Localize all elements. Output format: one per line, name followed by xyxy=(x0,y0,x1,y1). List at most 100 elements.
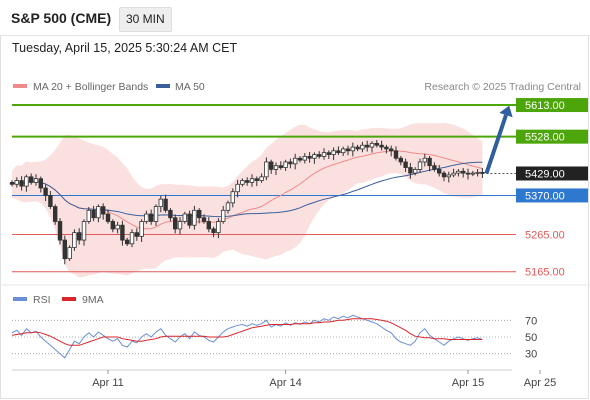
candle-body xyxy=(451,172,456,176)
projection-arrow xyxy=(484,105,513,175)
candle xyxy=(422,153,427,167)
candle-body xyxy=(196,209,202,219)
candle xyxy=(283,159,288,171)
candle-body xyxy=(105,213,111,222)
candle xyxy=(192,205,197,230)
candle-body xyxy=(211,228,216,234)
level-tag-5370-00 xyxy=(516,188,588,203)
candle xyxy=(101,203,106,220)
candle xyxy=(249,174,255,187)
candle-body xyxy=(110,221,115,230)
candle xyxy=(153,204,159,226)
candle-body xyxy=(283,161,288,168)
arrow-shaft xyxy=(484,114,508,175)
candle xyxy=(403,158,408,173)
candle xyxy=(86,206,91,224)
candle-body xyxy=(292,157,298,165)
candle xyxy=(139,219,144,242)
candle xyxy=(456,169,461,177)
candle-body xyxy=(220,209,226,222)
candle-body xyxy=(393,150,399,159)
candle-body xyxy=(14,180,19,185)
candle-body xyxy=(422,157,427,163)
candle-body xyxy=(475,171,480,174)
candle xyxy=(91,205,96,222)
timestamp-label: Tuesday, April 15, 2025 5:30:24 AM CET xyxy=(12,41,238,55)
moving-averages xyxy=(11,150,483,230)
candle-body xyxy=(182,213,187,222)
level-label-5613-00: 5613.00 xyxy=(525,100,565,112)
candle-body xyxy=(235,183,240,193)
candle xyxy=(96,204,101,223)
candle-body xyxy=(177,221,183,230)
candle xyxy=(72,229,77,251)
x-label-Apr-15: Apr 15 xyxy=(452,377,484,389)
candle xyxy=(220,205,226,224)
candle-body xyxy=(77,232,82,241)
rsi-ma-line xyxy=(11,318,483,346)
candle xyxy=(470,170,475,177)
candle-body xyxy=(38,178,43,189)
candle-body xyxy=(345,148,351,152)
candle-body xyxy=(254,178,259,181)
level-label-5265-00: 5265.00 xyxy=(525,230,565,242)
candle xyxy=(43,184,48,202)
candle-body xyxy=(436,168,442,174)
candle-body xyxy=(86,209,91,222)
candle xyxy=(321,148,327,160)
candle-body xyxy=(326,152,331,155)
price-tags: 5613.00 5528.00 5429.00 5370.00 5265.00 5165.… xyxy=(516,98,588,279)
candle xyxy=(427,156,432,172)
level-label-5429-00: 5429.00 xyxy=(525,168,565,180)
candle-body xyxy=(470,172,475,175)
candle-body xyxy=(379,144,384,148)
candle-body xyxy=(120,224,125,241)
candle-body xyxy=(48,195,53,208)
candle-body xyxy=(302,155,307,161)
candle xyxy=(350,142,355,157)
candle-body xyxy=(9,182,15,185)
bollinger-bands xyxy=(12,122,483,278)
legend-swatch-rsi xyxy=(13,297,27,301)
candle xyxy=(374,140,379,148)
candle-body xyxy=(163,198,168,211)
candle xyxy=(81,219,87,246)
rsi-tick-30: 30 xyxy=(525,349,537,361)
candle xyxy=(144,210,149,224)
candle xyxy=(355,144,360,152)
candle xyxy=(158,195,163,213)
candle xyxy=(465,168,471,180)
candle xyxy=(297,156,303,163)
price-levels xyxy=(12,104,516,273)
candle xyxy=(134,228,139,241)
candle xyxy=(364,140,370,152)
candle xyxy=(412,167,418,176)
candle xyxy=(230,188,235,208)
credit-text: Research © 2025 Trading Central xyxy=(424,81,581,93)
candle-body xyxy=(168,209,173,219)
candle xyxy=(326,150,331,159)
candle xyxy=(393,146,399,161)
candle-body xyxy=(72,232,77,248)
candle-body xyxy=(259,176,264,181)
candle-body xyxy=(388,148,394,152)
candle xyxy=(264,157,269,181)
candle xyxy=(369,141,375,153)
candle xyxy=(446,171,451,183)
candle xyxy=(24,174,29,192)
candle-body xyxy=(125,239,130,245)
level-tag-5528-00 xyxy=(516,129,588,144)
candle-body xyxy=(216,221,221,234)
arrow-head xyxy=(499,105,513,118)
candle-body xyxy=(312,154,317,159)
candle xyxy=(187,210,192,229)
candle-body xyxy=(297,157,303,161)
candle xyxy=(33,174,39,186)
candle xyxy=(206,217,211,233)
candle xyxy=(398,156,403,166)
candle-body xyxy=(340,148,346,154)
candle-body xyxy=(158,198,163,208)
interval-selector[interactable]: 30 MIN xyxy=(119,7,172,32)
candle-body xyxy=(240,180,245,185)
